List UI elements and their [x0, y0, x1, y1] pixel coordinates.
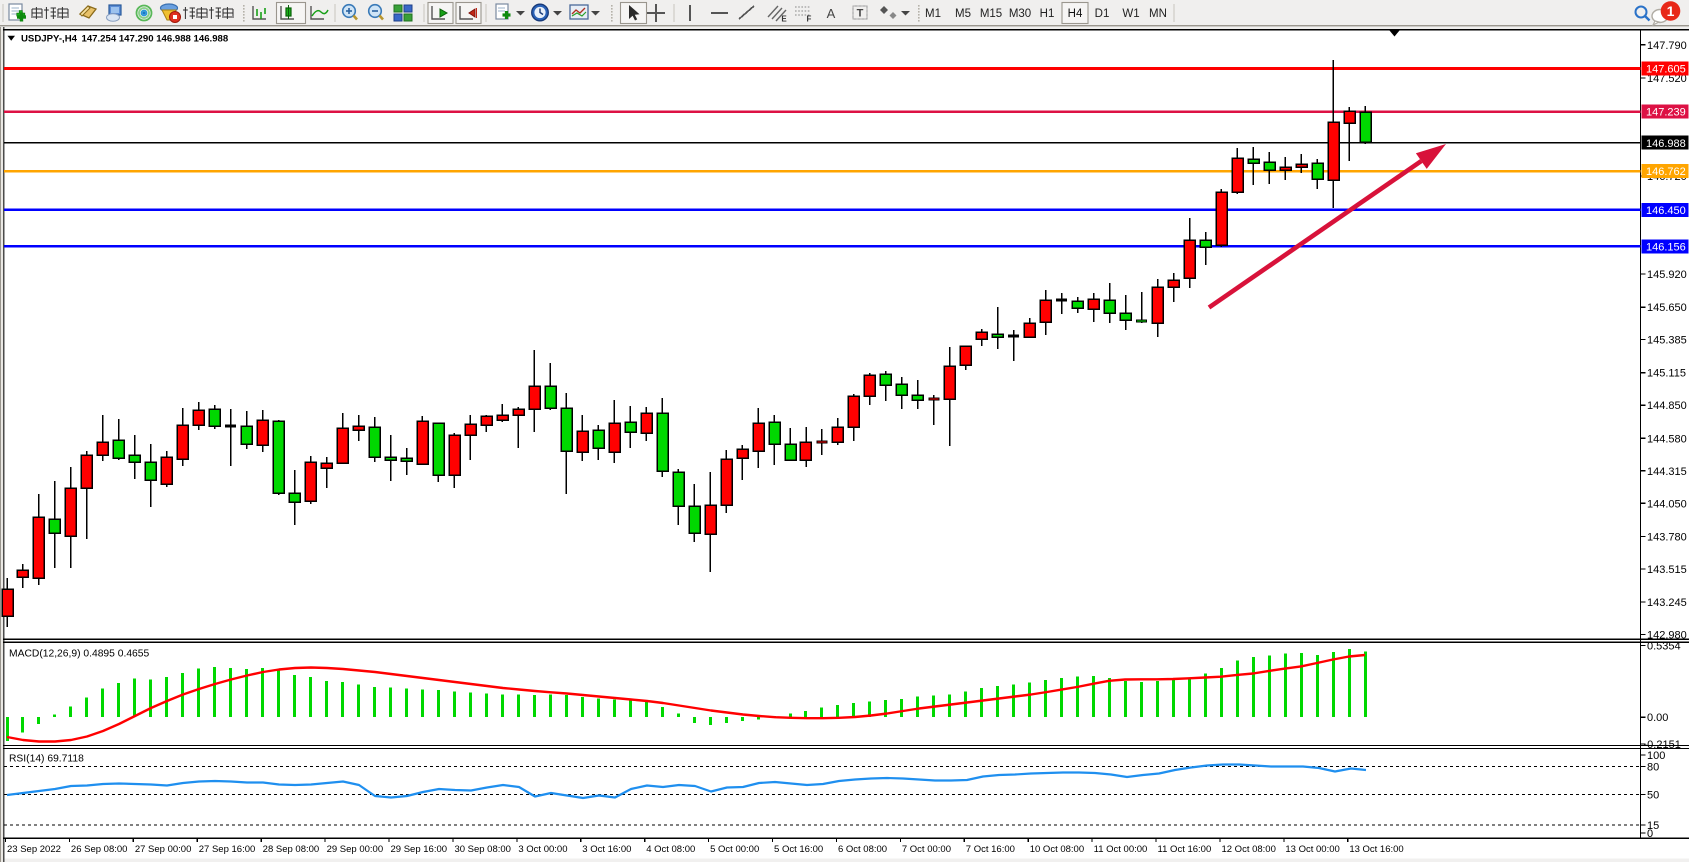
svg-text:RSI(14) 69.7118: RSI(14) 69.7118	[9, 754, 84, 765]
svg-text:13 Oct 16:00: 13 Oct 16:00	[1349, 844, 1403, 855]
svg-text:13 Oct 00:00: 13 Oct 00:00	[1285, 844, 1339, 855]
svg-text:50: 50	[1647, 790, 1659, 802]
svg-text:5 Oct 00:00: 5 Oct 00:00	[710, 844, 759, 855]
svg-text:7 Oct 16:00: 7 Oct 16:00	[966, 844, 1015, 855]
svg-text:D1: D1	[1095, 8, 1110, 20]
svg-text:7 Oct 00:00: 7 Oct 00:00	[902, 844, 951, 855]
svg-text:MN: MN	[1149, 8, 1167, 20]
svg-text:143.780: 143.780	[1647, 531, 1687, 543]
svg-text:H1: H1	[1040, 8, 1055, 20]
svg-text:11 Oct 00:00: 11 Oct 00:00	[1094, 844, 1148, 855]
svg-text:W1: W1	[1122, 8, 1139, 20]
svg-text:143.515: 143.515	[1647, 564, 1687, 576]
svg-text:30 Sep 08:00: 30 Sep 08:00	[454, 844, 511, 855]
svg-text:144.315: 144.315	[1647, 466, 1687, 478]
svg-text:0: 0	[1647, 828, 1653, 840]
svg-text:3 Oct 16:00: 3 Oct 16:00	[582, 844, 631, 855]
svg-text:M1: M1	[925, 8, 941, 20]
svg-text:4 Oct 08:00: 4 Oct 08:00	[646, 844, 695, 855]
svg-text:147.605: 147.605	[1646, 64, 1686, 76]
svg-text:100: 100	[1647, 750, 1665, 762]
svg-text:27 Sep 16:00: 27 Sep 16:00	[199, 844, 256, 855]
svg-text:M15: M15	[980, 8, 1002, 20]
svg-text:15: 15	[1647, 820, 1659, 832]
svg-text:E: E	[781, 15, 787, 24]
svg-text:147.254 147.290 146.988 146.98: 147.254 147.290 146.988 146.988	[82, 34, 229, 45]
svg-text:USDJPY-,H4: USDJPY-,H4	[21, 34, 78, 45]
svg-text:145.650: 145.650	[1647, 302, 1687, 314]
svg-text:145.115: 145.115	[1647, 368, 1686, 380]
svg-text:-0.2151: -0.2151	[1644, 739, 1681, 751]
svg-text:147.790: 147.790	[1647, 40, 1687, 52]
svg-text:12 Oct 08:00: 12 Oct 08:00	[1221, 844, 1275, 855]
svg-text:146.762: 146.762	[1646, 166, 1686, 178]
svg-text:80: 80	[1647, 762, 1659, 774]
svg-text:144.050: 144.050	[1647, 498, 1687, 510]
svg-text:27 Sep 00:00: 27 Sep 00:00	[135, 844, 192, 855]
svg-text:144.850: 144.850	[1647, 400, 1687, 412]
svg-text:T: T	[857, 8, 864, 20]
svg-text:0.5354: 0.5354	[1647, 641, 1681, 653]
svg-text:147.520: 147.520	[1647, 73, 1687, 85]
svg-text:0.00: 0.00	[1647, 712, 1668, 724]
svg-text:142.980: 142.980	[1647, 629, 1687, 641]
svg-text:146.450: 146.450	[1646, 205, 1686, 217]
svg-text:10 Oct 08:00: 10 Oct 08:00	[1030, 844, 1084, 855]
svg-text:F: F	[807, 15, 812, 24]
svg-text:146.988: 146.988	[1646, 138, 1686, 150]
svg-text:6 Oct 08:00: 6 Oct 08:00	[838, 844, 887, 855]
svg-text:11 Oct 16:00: 11 Oct 16:00	[1158, 844, 1212, 855]
svg-text:26 Sep 08:00: 26 Sep 08:00	[71, 844, 128, 855]
svg-text:1: 1	[1667, 3, 1675, 19]
svg-text:147.239: 147.239	[1646, 107, 1686, 119]
svg-text:143.245: 143.245	[1647, 597, 1687, 609]
svg-text:29 Sep 16:00: 29 Sep 16:00	[391, 844, 448, 855]
svg-text:M30: M30	[1009, 8, 1031, 20]
svg-text:145.385: 145.385	[1647, 335, 1687, 347]
svg-text:M5: M5	[955, 8, 971, 20]
svg-text:29 Sep 00:00: 29 Sep 00:00	[327, 844, 384, 855]
svg-text:145.920: 145.920	[1647, 269, 1687, 281]
svg-text:28 Sep 08:00: 28 Sep 08:00	[263, 844, 320, 855]
svg-text:146.156: 146.156	[1646, 242, 1686, 254]
svg-text:MACD(12,26,9) 0.4895 0.4655: MACD(12,26,9) 0.4895 0.4655	[9, 649, 150, 660]
svg-text:3 Oct 00:00: 3 Oct 00:00	[518, 844, 567, 855]
svg-text:144.580: 144.580	[1647, 433, 1687, 445]
svg-text:A: A	[827, 6, 836, 21]
svg-text:23 Sep 2022: 23 Sep 2022	[7, 844, 61, 855]
svg-text:H4: H4	[1068, 8, 1083, 20]
svg-text:5 Oct 16:00: 5 Oct 16:00	[774, 844, 823, 855]
